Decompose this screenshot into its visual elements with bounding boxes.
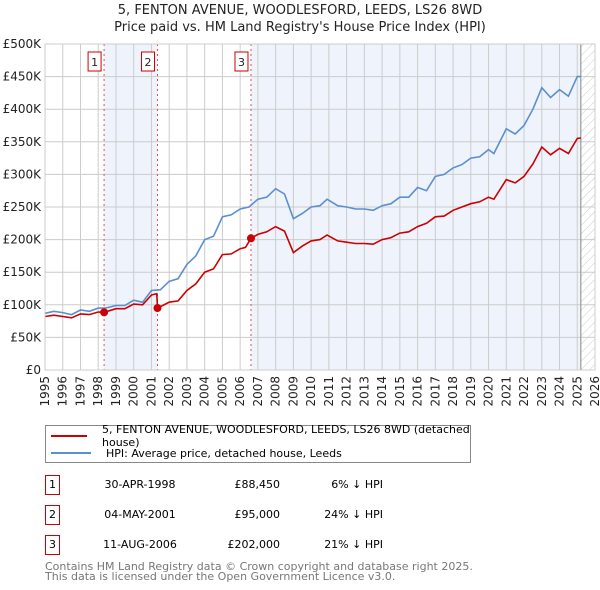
x-tick-label: 2024 [553,376,567,407]
x-tick-label: 2019 [464,376,478,407]
sale-marker-label: 1 [45,475,60,495]
x-tick-label: 2014 [375,376,389,407]
sale-row-3: 3 11-AUG-2006 £202,000 21% ↓ HPI [45,535,505,555]
sale-label-2: 2 [144,56,151,69]
sale-marker-label: 2 [45,505,60,525]
sale-point-1 [100,308,109,317]
sale-hpi-diff: 21% ↓ HPI [324,538,383,551]
y-tick-label: £100K [3,298,43,312]
x-tick-label: 2004 [198,376,212,407]
legend-label-hpi: HPI: Average price, detached house, Leed… [106,446,342,460]
sale-date: 11-AUG-2006 [103,538,177,551]
y-tick-label: £0 [26,363,41,377]
x-tick-label: 1997 [73,376,87,407]
x-tick-label: 1998 [91,376,105,407]
x-tick-label: 2011 [322,376,336,407]
y-tick-label: £50K [10,330,42,344]
y-tick-label: £350K [3,135,43,149]
chart-subtitle: Price paid vs. HM Land Registry's House … [114,20,486,35]
hpi-line [44,75,581,316]
sale-label-box-1 [87,51,102,72]
x-tick-label: 2013 [357,376,371,407]
x-tick-label: 2002 [162,376,176,407]
sale-point-2 [153,304,162,313]
x-tick-label: 2018 [446,376,460,407]
price-paid-line [44,137,581,319]
footer-copyright: Contains HM Land Registry data © Crown c… [45,560,473,573]
sale-label-box-3 [234,51,249,72]
x-tick-label: 2022 [517,376,531,407]
x-tick-label: 2015 [393,376,407,407]
x-tick-label: 2016 [411,376,425,407]
y-tick-label: £500K [3,37,43,51]
x-tick-label: 2012 [340,376,354,407]
sale-row-1: 1 30-APR-1998 £88,450 6% ↓ HPI [45,475,505,495]
legend-swatch-property [51,435,88,437]
x-tick-label: 1996 [56,376,70,407]
x-tick-label: 1999 [109,376,123,407]
x-tick-label: 2006 [233,376,247,407]
footer-licence: This data is licensed under the Open Gov… [45,570,396,583]
x-tick-label: 2017 [428,376,442,407]
chart-title: 5, FENTON AVENUE, WOODLESFORD, LEEDS, LS… [117,3,483,18]
x-tick-label: 2000 [127,376,141,407]
sale-label-1: 1 [91,56,98,69]
x-tick-label: 2009 [286,376,300,407]
x-tick-label: 1995 [38,376,52,407]
sale-date: 30-APR-1998 [104,478,176,491]
x-tick-label: 2003 [180,376,194,407]
y-tick-label: £200K [3,233,43,247]
sale-price: £95,000 [234,508,281,521]
y-tick-label: £400K [3,102,43,116]
x-tick-label: 2005 [215,376,229,407]
sale-hpi-diff: 6% ↓ HPI [331,478,383,491]
y-tick-label: £300K [3,167,43,181]
sale-price: £88,450 [234,478,281,491]
sale-date: 04-MAY-2001 [104,508,176,521]
x-tick-label: 2010 [304,376,318,407]
sale-hpi-diff: 24% ↓ HPI [324,508,383,521]
sale-label-3: 3 [238,56,245,69]
y-tick-label: £450K [3,70,43,84]
y-tick-label: £150K [3,265,43,279]
chart-plot: 1995 1996 1997 1998 1999 2000 2001 2002 2003 2004… [3,37,600,407]
sale-point-3 [246,234,255,243]
legend-swatch-hpi [51,452,91,454]
x-tick-label: 2008 [269,376,283,407]
x-tick-label: 2026 [588,376,600,407]
plot-border [44,43,596,371]
x-tick-label: 2025 [570,376,584,407]
legend: 5, FENTON AVENUE, WOODLESFORD, LEEDS, LS… [45,423,471,463]
sale-price: £202,000 [227,538,281,551]
x-tick-label: 2021 [499,376,513,407]
x-tick-label: 2001 [144,376,158,407]
sale-marker-label: 3 [45,535,60,555]
sale-row-2: 2 04-MAY-2001 £95,000 24% ↓ HPI [45,505,505,525]
legend-label-property: 5, FENTON AVENUE, WOODLESFORD, LEEDS, LS… [102,423,470,449]
sale-label-box-2 [140,51,155,72]
x-tick-label: 2007 [251,376,265,407]
y-tick-label: £250K [3,200,43,214]
x-tick-label: 2020 [482,376,496,407]
x-tick-label: 2023 [535,376,549,407]
